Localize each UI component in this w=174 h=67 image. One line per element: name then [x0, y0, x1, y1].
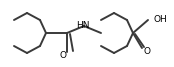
Text: OH: OH: [154, 14, 168, 24]
Text: O: O: [60, 52, 66, 61]
Text: HN: HN: [76, 21, 90, 29]
Text: O: O: [144, 46, 151, 55]
